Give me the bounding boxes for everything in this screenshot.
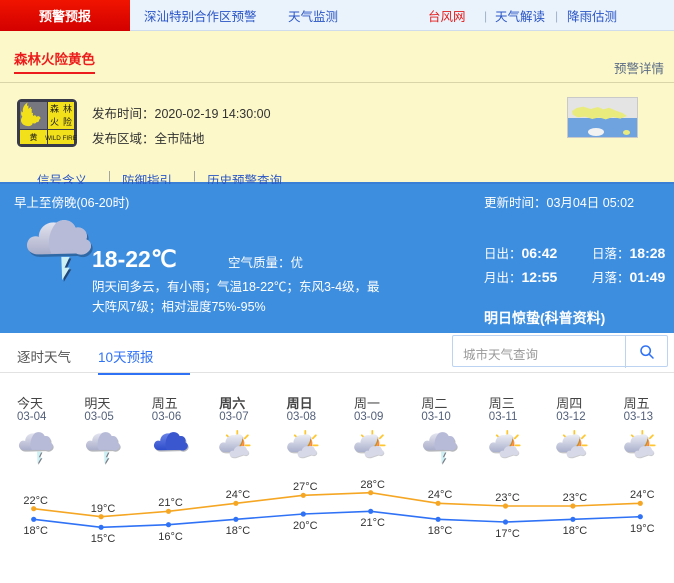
svg-text:森: 森 <box>50 103 59 114</box>
svg-text:火: 火 <box>50 117 59 127</box>
svg-text:WILD FIRE: WILD FIRE <box>45 135 77 142</box>
svg-text:险: 险 <box>63 116 72 127</box>
svg-text:林: 林 <box>63 103 72 114</box>
svg-text:黄: 黄 <box>30 132 38 142</box>
